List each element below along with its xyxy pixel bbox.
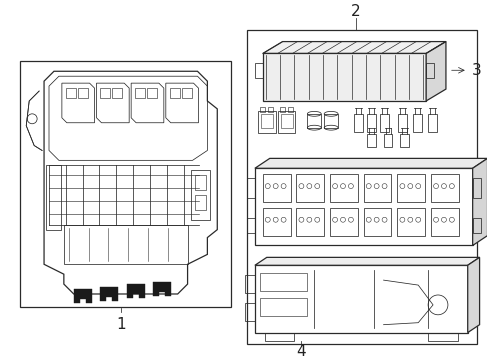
- Bar: [427, 114, 436, 132]
- Bar: [112, 88, 122, 98]
- Polygon shape: [472, 158, 487, 246]
- Bar: [353, 114, 362, 132]
- Bar: [254, 265, 467, 333]
- Polygon shape: [254, 257, 479, 265]
- Bar: [398, 114, 407, 132]
- Polygon shape: [262, 53, 425, 101]
- Text: 3: 3: [471, 63, 481, 78]
- Polygon shape: [127, 284, 145, 298]
- Bar: [472, 178, 480, 198]
- Bar: [280, 114, 292, 128]
- Bar: [147, 88, 157, 98]
- Polygon shape: [100, 287, 118, 301]
- Bar: [400, 134, 408, 148]
- Polygon shape: [74, 289, 91, 303]
- Text: 4: 4: [296, 344, 305, 359]
- Bar: [135, 88, 145, 98]
- Polygon shape: [254, 158, 487, 168]
- Bar: [194, 195, 206, 210]
- Bar: [287, 107, 292, 112]
- Bar: [383, 134, 392, 148]
- Bar: [78, 88, 87, 98]
- Bar: [472, 218, 480, 233]
- Bar: [427, 333, 457, 341]
- Polygon shape: [153, 282, 170, 296]
- Bar: [20, 61, 231, 307]
- Bar: [254, 168, 472, 246]
- Bar: [366, 114, 375, 132]
- Bar: [307, 114, 321, 128]
- Bar: [246, 178, 254, 198]
- Bar: [181, 88, 191, 98]
- Bar: [246, 218, 254, 233]
- Bar: [254, 63, 262, 78]
- Bar: [66, 88, 76, 98]
- Bar: [169, 88, 179, 98]
- Bar: [324, 114, 337, 128]
- Bar: [267, 107, 272, 112]
- Bar: [279, 107, 284, 112]
- Text: 1: 1: [116, 317, 126, 332]
- Bar: [412, 114, 421, 132]
- Polygon shape: [262, 41, 445, 53]
- Bar: [46, 165, 61, 230]
- Polygon shape: [425, 41, 445, 101]
- Bar: [194, 175, 206, 190]
- Bar: [259, 298, 307, 316]
- Bar: [64, 225, 187, 264]
- Bar: [244, 275, 254, 293]
- Bar: [260, 114, 272, 128]
- Bar: [244, 303, 254, 321]
- Bar: [379, 114, 388, 132]
- Bar: [425, 63, 433, 78]
- Bar: [190, 170, 210, 220]
- Bar: [366, 134, 375, 148]
- Bar: [259, 107, 264, 112]
- Polygon shape: [467, 257, 479, 333]
- Bar: [100, 88, 110, 98]
- Text: 2: 2: [350, 4, 360, 19]
- Bar: [264, 333, 294, 341]
- Bar: [259, 273, 307, 291]
- Bar: [246, 30, 476, 345]
